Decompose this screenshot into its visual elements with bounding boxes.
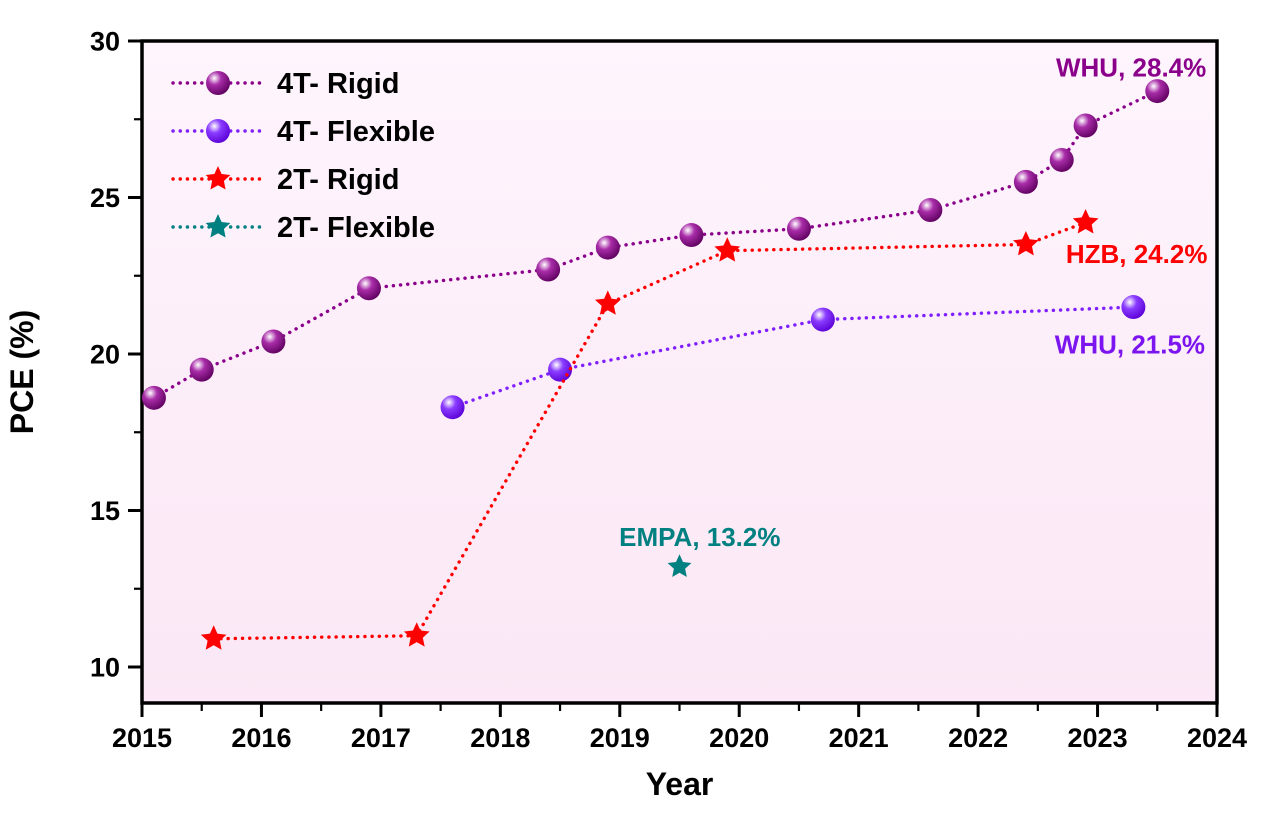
data-point-4t-rigid <box>261 329 286 354</box>
legend-label: 4T- Flexible <box>277 116 435 148</box>
x-axis-tick-label: 2016 <box>231 723 291 753</box>
data-point-4t-flexible <box>810 307 835 332</box>
y-axis-title: PCE (%) <box>4 310 40 434</box>
series-line-4t-flexible <box>450 305 1136 409</box>
data-point-4t-rigid <box>356 276 381 301</box>
chart-annotation-whu-21-5: WHU, 21.5% <box>1055 330 1205 360</box>
data-point-4t-flexible <box>548 357 573 382</box>
x-axis-tick-label: 2015 <box>112 723 172 753</box>
data-point-4t-rigid <box>595 235 620 260</box>
data-point-2t-rigid <box>1072 209 1099 234</box>
data-point-4t-rigid <box>189 357 214 382</box>
data-point-2t-flexible <box>667 554 692 577</box>
x-axis-tick-label: 2019 <box>590 723 650 753</box>
chart-annotation-empa-13-2: EMPA, 13.2% <box>619 522 780 552</box>
data-point-4t-rigid <box>786 216 811 241</box>
y-axis-tick-label: 20 <box>90 340 120 370</box>
data-point-2t-rigid <box>714 237 741 262</box>
data-point-2t-rigid <box>200 625 227 650</box>
chart-annotation-whu-28-4: WHU, 28.4% <box>1056 53 1206 83</box>
legend-item-4t-flexible: 4T- Flexible <box>171 116 435 148</box>
plot-area <box>142 41 1217 703</box>
x-axis-tick-label: 2023 <box>1068 723 1128 753</box>
data-point-4t-rigid <box>1049 147 1074 172</box>
data-point-4t-flexible <box>1121 295 1146 320</box>
legend-label: 2T- Rigid <box>277 164 399 196</box>
legend-label: 2T- Flexible <box>277 212 435 244</box>
legend-item-4t-rigid: 4T- Rigid <box>171 68 399 100</box>
data-point-2t-rigid <box>595 290 621 315</box>
data-point-4t-rigid <box>536 257 561 282</box>
x-axis-tick-label: 2020 <box>709 723 769 753</box>
y-axis-tick-label: 30 <box>90 27 120 57</box>
legend-star-icon <box>205 166 231 190</box>
data-point-2t-rigid <box>403 622 430 647</box>
x-axis-tick-label: 2024 <box>1187 723 1247 753</box>
legend-item-2t-rigid: 2T- Rigid <box>171 164 399 196</box>
y-axis-tick-label: 10 <box>90 653 120 683</box>
legend-item-2t-flexible: 2T- Flexible <box>171 212 435 244</box>
x-axis-tick-label: 2017 <box>351 723 411 753</box>
legend-star-icon <box>205 214 231 238</box>
data-point-4t-rigid <box>141 385 166 410</box>
legend-sphere-icon <box>206 71 230 95</box>
chart-annotation-hzb-24-2: HZB, 24.2% <box>1066 239 1208 269</box>
x-axis-tick-label: 2018 <box>470 723 530 753</box>
data-point-4t-rigid <box>918 198 943 223</box>
data-point-4t-rigid <box>1145 79 1170 104</box>
data-point-2t-rigid <box>1013 231 1039 256</box>
legend-sphere-icon <box>206 119 230 143</box>
data-point-4t-rigid <box>1013 169 1038 194</box>
legend-label: 4T- Rigid <box>277 68 399 100</box>
x-axis-tick-label: 2022 <box>948 723 1008 753</box>
data-point-4t-rigid <box>679 223 704 248</box>
x-axis-title: Year <box>646 766 714 802</box>
x-axis-tick-label: 2021 <box>829 723 889 753</box>
y-axis-tick-label: 15 <box>90 496 120 526</box>
data-point-4t-flexible <box>440 395 465 420</box>
data-point-4t-rigid <box>1073 113 1098 138</box>
y-axis-tick-label: 25 <box>90 183 120 213</box>
